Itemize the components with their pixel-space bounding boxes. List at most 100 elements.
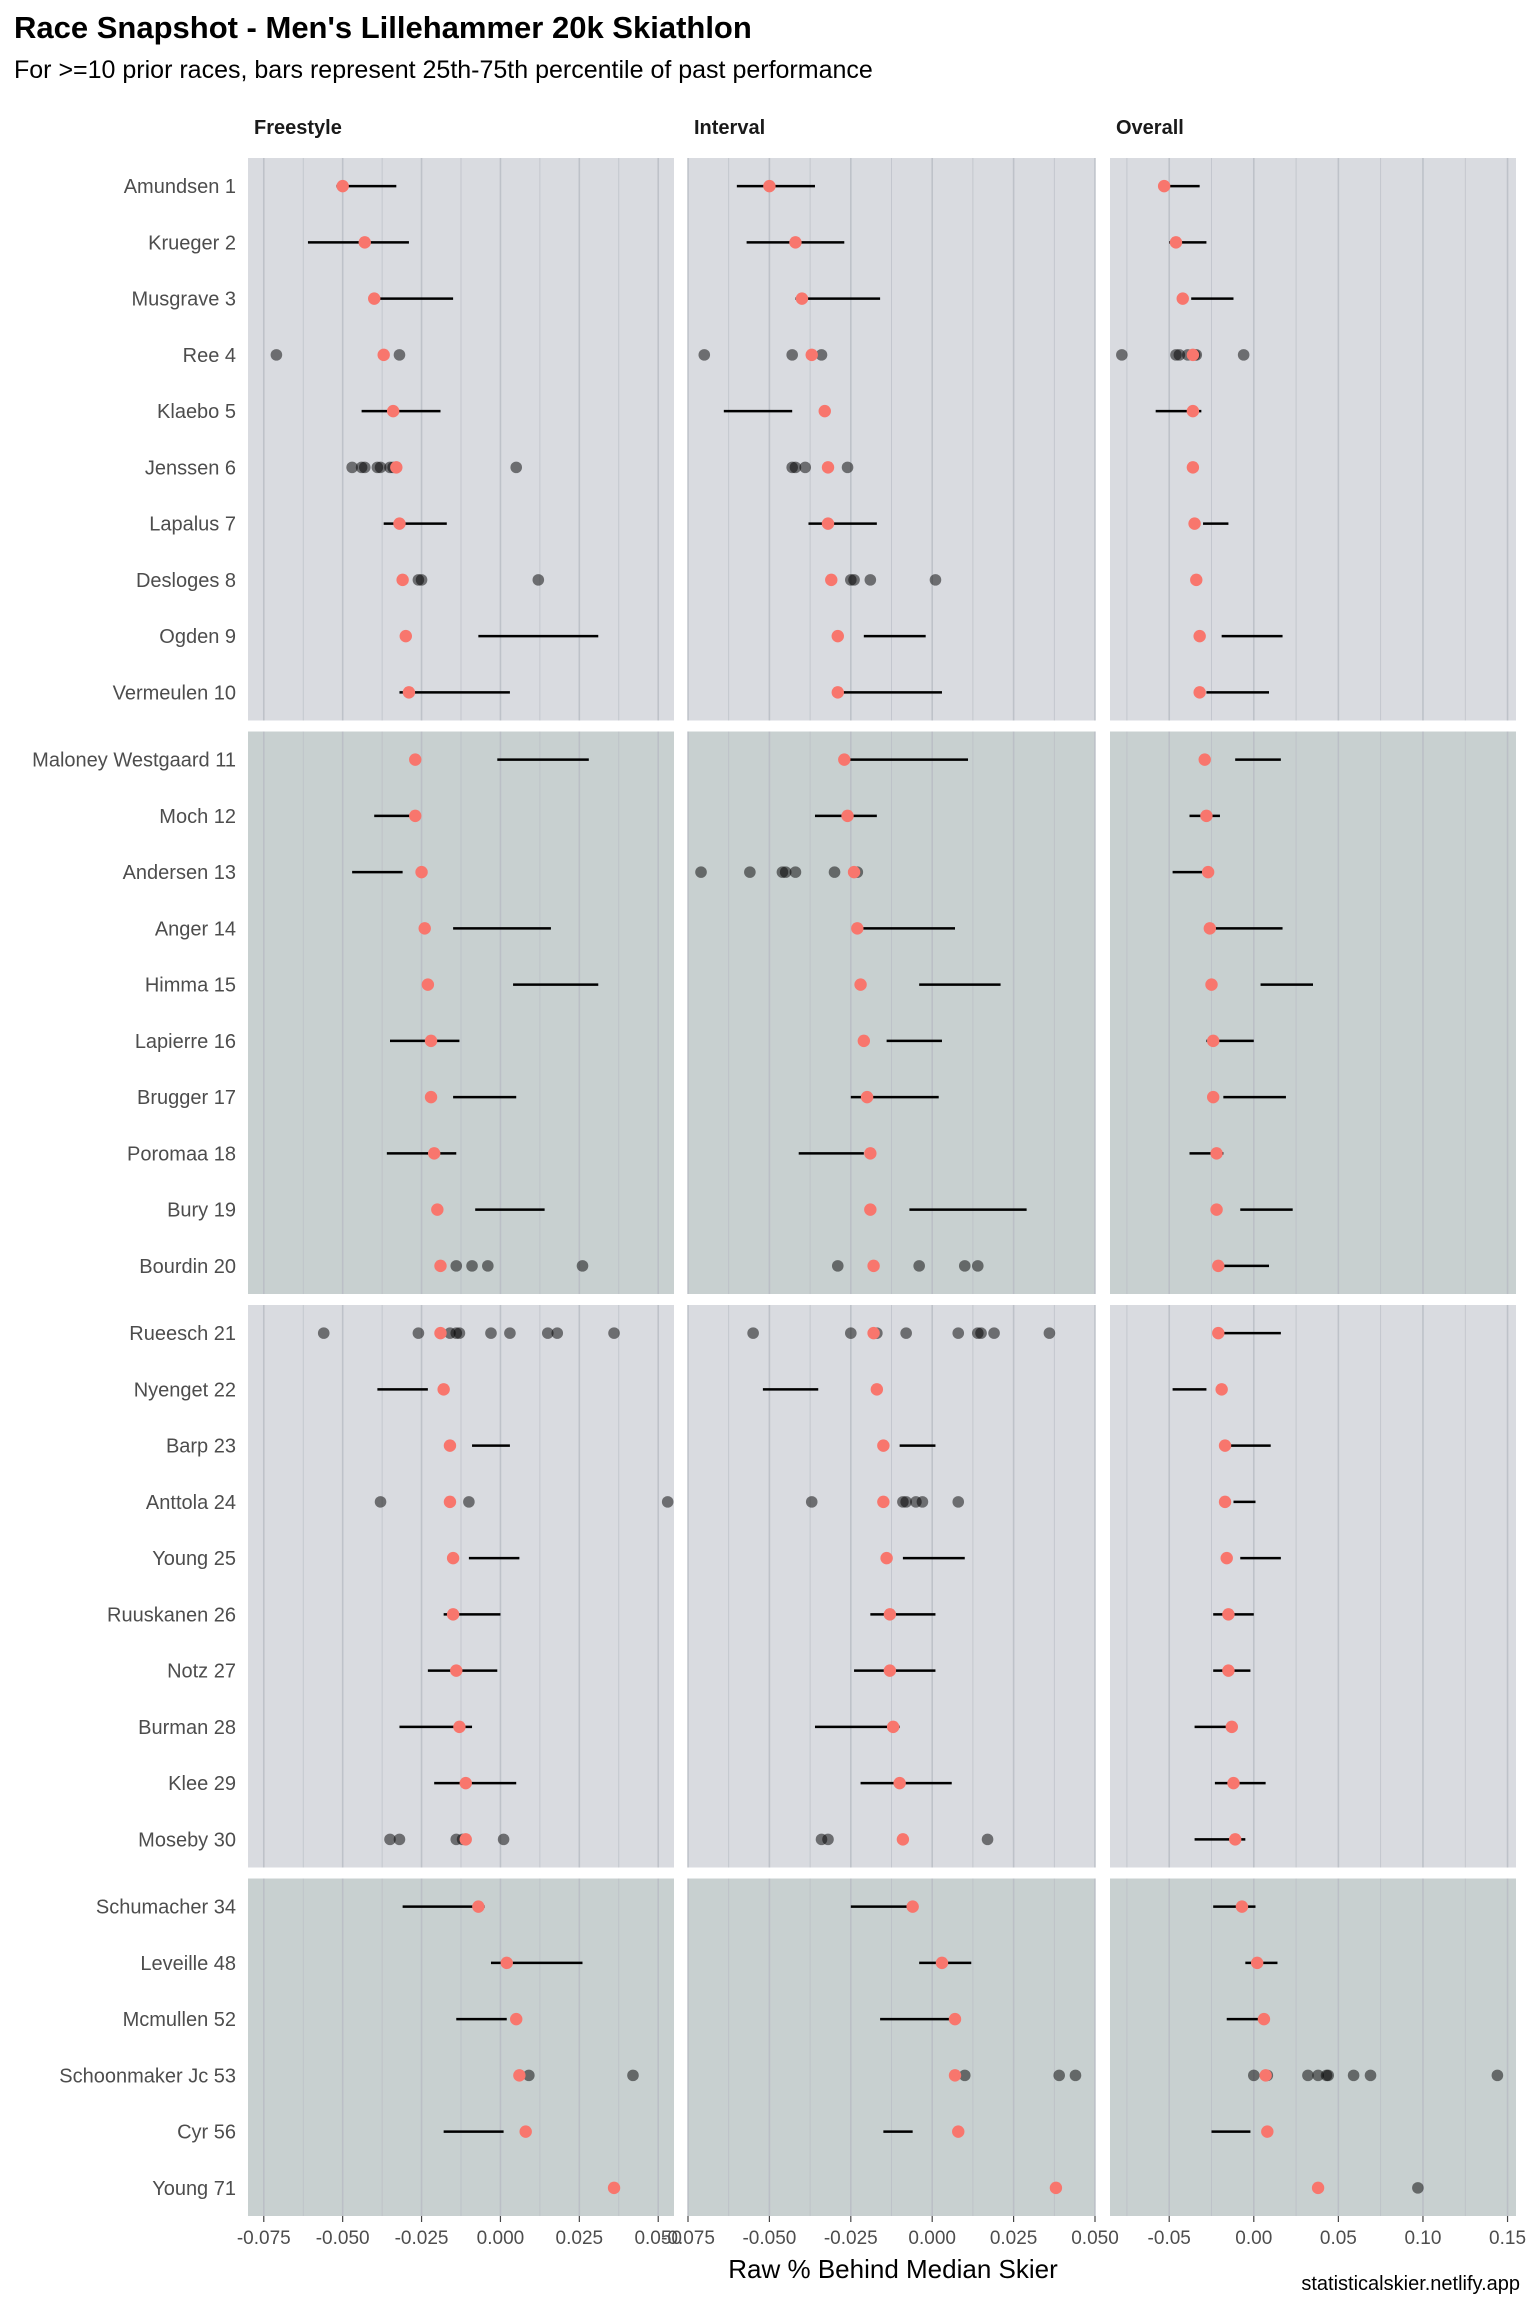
- y-tick-label: Desloges 8: [136, 570, 236, 592]
- current-race-point-freestyle: [421, 978, 435, 991]
- current-race-point-freestyle: [500, 1956, 513, 1970]
- current-race-point-overall: [1225, 1720, 1239, 1734]
- current-race-point-interval: [880, 1551, 893, 1565]
- current-race-point-interval: [831, 629, 844, 643]
- past-race-point-interval: [929, 574, 942, 586]
- current-race-point-overall: [1261, 2125, 1274, 2138]
- current-race-point-overall: [1206, 1090, 1220, 1104]
- x-tick-label-interval: -0.075: [661, 2228, 715, 2249]
- current-race-point-overall: [1201, 865, 1215, 879]
- y-tick-label: Mcmullen 52: [123, 2009, 236, 2031]
- x-axis-title: Raw % Behind Median Skier: [728, 2254, 1058, 2284]
- past-race-point-freestyle: [627, 2069, 639, 2082]
- current-race-point-freestyle: [399, 629, 412, 643]
- past-race-point-freestyle: [453, 1327, 466, 1339]
- y-tick-label: Notz 27: [167, 1661, 236, 1683]
- y-tick-label: Himma 15: [145, 975, 236, 997]
- current-race-point-freestyle: [390, 461, 403, 474]
- current-race-point-freestyle: [450, 1664, 463, 1677]
- y-tick-label: Ogden 9: [159, 626, 236, 648]
- past-race-point-interval: [958, 1260, 971, 1272]
- past-race-point-freestyle: [608, 1327, 620, 1339]
- current-race-point-freestyle: [434, 1259, 447, 1273]
- current-race-point-interval: [867, 1326, 880, 1340]
- current-race-point-freestyle: [434, 1326, 447, 1340]
- x-tick-label-interval: 0.025: [990, 2228, 1038, 2249]
- past-race-point-interval: [779, 866, 792, 878]
- past-race-point-freestyle: [510, 461, 523, 474]
- current-race-point-interval: [952, 2125, 965, 2138]
- past-race-point-freestyle: [463, 1496, 475, 1508]
- past-race-point-interval: [900, 1496, 912, 1508]
- past-race-point-interval: [845, 1327, 857, 1339]
- x-tick-label-freestyle: -0.050: [316, 2228, 370, 2249]
- past-race-point-interval: [975, 1327, 987, 1339]
- x-tick-label-freestyle: -0.025: [395, 2228, 449, 2249]
- x-tick-label-freestyle: 0.050: [634, 2228, 682, 2249]
- current-race-point-overall: [1222, 1664, 1235, 1677]
- current-race-point-freestyle: [377, 348, 390, 362]
- x-tick-label-overall: 0.10: [1404, 2228, 1441, 2249]
- current-race-point-interval: [789, 236, 802, 249]
- current-race-point-interval: [860, 1090, 874, 1104]
- x-tick-label-interval: 0.000: [908, 2228, 956, 2249]
- past-race-point-freestyle: [482, 1260, 494, 1272]
- current-race-point-interval: [906, 1900, 919, 1913]
- current-race-point-overall: [1210, 1203, 1223, 1216]
- y-tick-label: Nyenget 22: [134, 1379, 236, 1401]
- y-tick-label: Anger 14: [155, 918, 236, 940]
- current-race-point-interval: [1049, 2181, 1063, 2195]
- current-race-point-interval: [896, 1833, 910, 1846]
- current-race-point-interval: [795, 292, 809, 305]
- current-race-point-freestyle: [402, 686, 416, 699]
- current-race-point-interval: [857, 1034, 871, 1048]
- current-race-point-overall: [1203, 922, 1217, 935]
- past-race-point-interval: [695, 866, 707, 878]
- current-race-point-overall: [1205, 978, 1218, 991]
- current-race-point-overall: [1169, 236, 1183, 249]
- x-tick-label-interval: -0.050: [742, 2228, 796, 2249]
- past-race-point-interval: [805, 1496, 818, 1508]
- past-race-point-interval: [981, 1833, 994, 1846]
- past-race-point-interval: [747, 1327, 759, 1339]
- current-race-point-overall: [1186, 404, 1200, 418]
- chart-subtitle: For >=10 prior races, bars represent 25t…: [14, 56, 873, 84]
- current-race-point-freestyle: [519, 2125, 532, 2138]
- current-race-point-interval: [883, 1664, 897, 1677]
- facet-label-freestyle: Freestyle: [254, 117, 342, 139]
- x-tick-label-overall: 0.05: [1320, 2228, 1357, 2249]
- y-tick-label: Lapierre 16: [135, 1031, 236, 1053]
- current-race-point-interval: [838, 753, 851, 766]
- current-race-point-freestyle: [443, 1439, 457, 1452]
- panel-band-overall-2: [1110, 1305, 1516, 1868]
- past-race-point-freestyle: [270, 349, 283, 361]
- past-race-point-overall: [1116, 349, 1128, 361]
- current-race-point-overall: [1190, 573, 1203, 587]
- current-race-point-freestyle: [396, 573, 409, 587]
- past-race-point-interval: [789, 866, 802, 878]
- current-race-point-overall: [1215, 1383, 1228, 1396]
- current-race-point-interval: [935, 1956, 949, 1970]
- current-race-point-interval: [805, 348, 818, 362]
- current-race-point-freestyle: [409, 809, 422, 823]
- past-race-point-interval: [799, 461, 812, 474]
- past-race-point-interval: [822, 1833, 834, 1846]
- y-tick-label: Schumacher 34: [96, 1897, 236, 1919]
- chart-title: Race Snapshot - Men's Lillehammer 20k Sk…: [14, 10, 752, 45]
- y-tick-label: Moseby 30: [138, 1829, 236, 1851]
- past-race-point-freestyle: [523, 2069, 535, 2082]
- past-race-point-freestyle: [485, 1327, 497, 1339]
- past-race-point-interval: [1043, 1327, 1056, 1339]
- past-race-point-overall: [1302, 2069, 1314, 2082]
- y-tick-label: Jenssen 6: [145, 457, 236, 479]
- current-race-point-interval: [763, 179, 776, 193]
- y-tick-label: Burman 28: [138, 1717, 236, 1739]
- current-race-point-interval: [825, 573, 838, 587]
- current-race-point-overall: [1218, 1439, 1232, 1452]
- current-race-point-freestyle: [453, 1720, 466, 1734]
- current-race-point-overall: [1198, 753, 1211, 766]
- current-race-point-interval: [831, 686, 844, 699]
- current-race-point-interval: [854, 978, 867, 991]
- y-tick-label: Cyr 56: [177, 2122, 236, 2144]
